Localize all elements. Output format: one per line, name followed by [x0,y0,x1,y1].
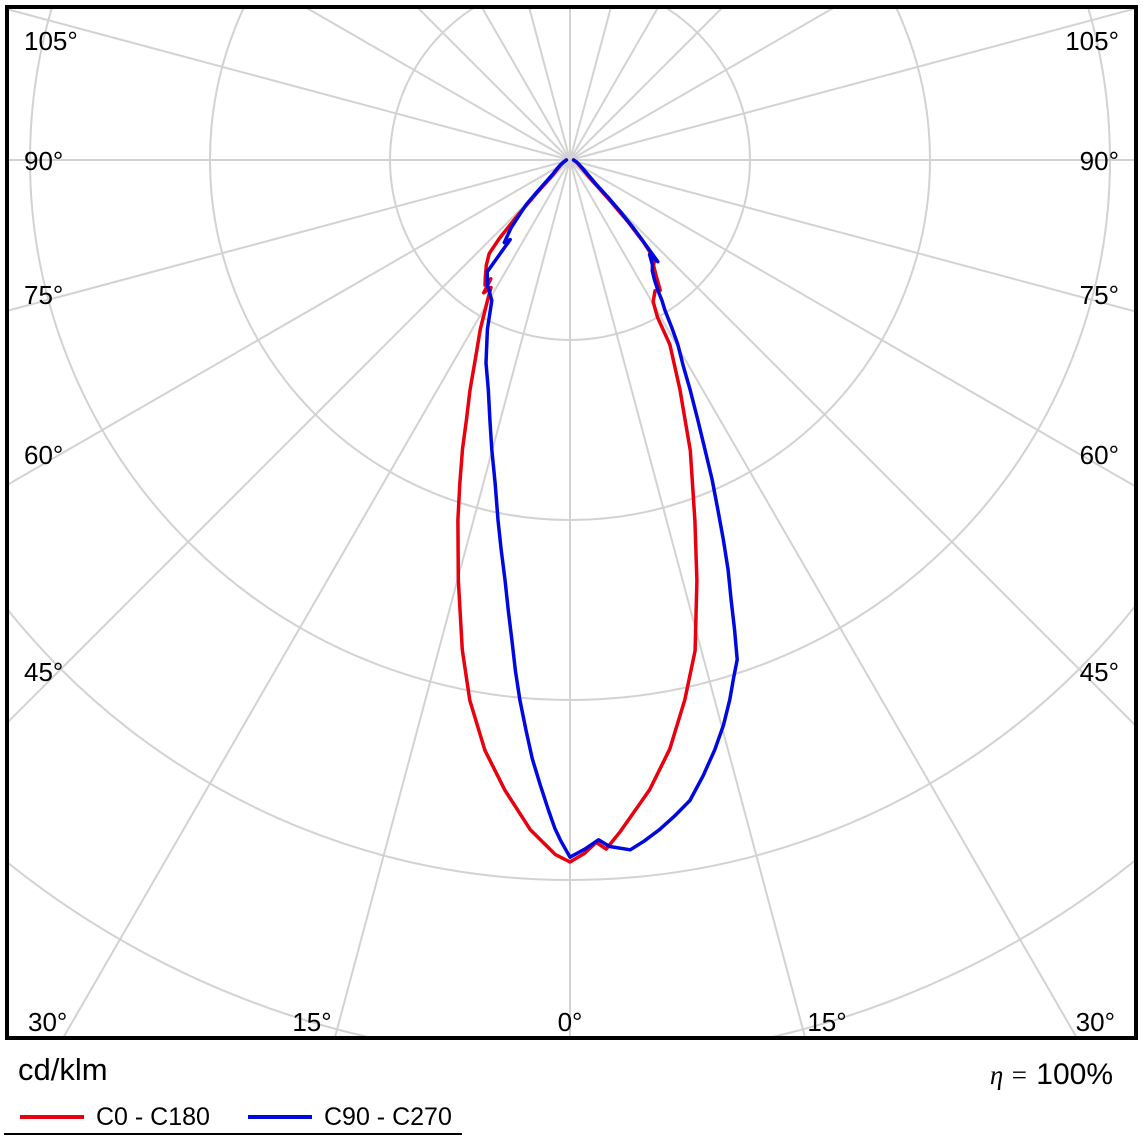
angle-label: 30° [1076,1007,1115,1037]
grid-ray [569,159,1134,726]
grid-ray [569,159,1134,313]
angle-label: 90° [24,146,63,176]
angle-label: 0° [558,1007,583,1037]
legend-label-c0-c180: C0 - C180 [96,1102,210,1131]
legend-label-c90-c270: C90 - C270 [324,1102,452,1131]
legend-entry-c0-c180: C0 - C180 [20,1102,210,1132]
angle-label: 15° [292,1007,331,1037]
polar-grid [9,9,1134,1036]
legend-swatch-red [20,1115,84,1119]
legend-entry-c90-c270: C90 - C270 [248,1102,452,1132]
angle-label: 15° [807,1007,846,1037]
polar-chart: 105° 90° 75° 60° 45° 30° 105° 90° 75° 60° 45° 30° 15… [5,5,1138,1040]
angle-label: 105° [1065,26,1119,56]
legend-area: cd/klm η = 100% C0 - C180 C90 - C270 [0,1040,1143,1143]
unit-label: cd/klm [18,1052,108,1087]
angle-label: 45° [24,657,63,687]
efficiency-label: η = 100% [990,1058,1113,1092]
angle-label: 75° [1080,280,1119,310]
angle-label: 60° [24,440,63,470]
grid-ray [569,159,806,1036]
curve-c90-c270 [484,158,739,859]
grid-ray [569,9,1134,161]
angle-label: 30° [28,1007,67,1037]
grid-ray [63,159,571,1036]
legend-entries: C0 - C180 C90 - C270 [0,1102,1143,1132]
legend-underline [4,1133,462,1135]
grid-ray [306,9,571,161]
curve-c0-c180 [456,158,699,864]
grid-ray [569,159,1134,487]
grid-ray [569,9,834,161]
plot-border [5,5,1138,1040]
angle-label: 75° [24,280,63,310]
eta-symbol: η = [989,1060,1029,1090]
legend-swatch-blue [248,1115,312,1119]
angle-label: 105° [24,26,78,56]
grid-ray [9,159,571,312]
grid-ray [569,159,1077,1036]
angle-label: 45° [1080,657,1119,687]
grid-ray [9,159,571,723]
grid-ray [9,159,571,486]
grid-ray [9,9,571,161]
efficiency-value: 100% [1036,1058,1113,1091]
angle-label: 90° [1080,146,1119,176]
grid-ray [334,159,571,1036]
angle-label: 60° [1080,440,1119,470]
